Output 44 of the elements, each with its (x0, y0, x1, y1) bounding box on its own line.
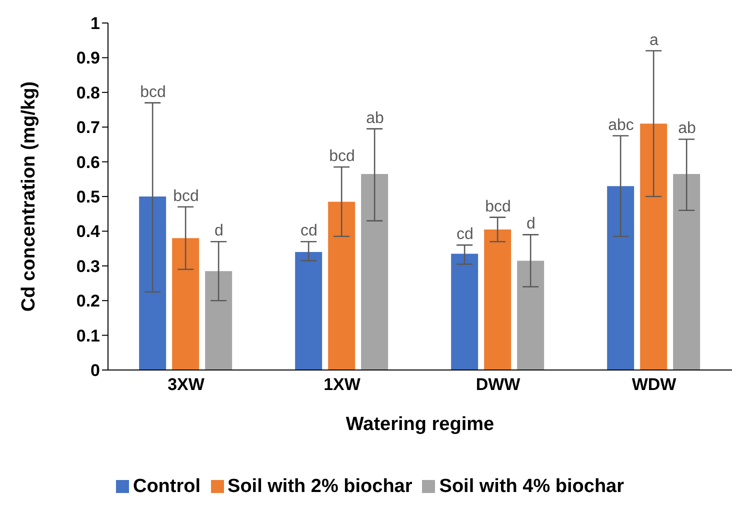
bar (607, 186, 634, 370)
legend-label: Soil with 4% biochar (439, 476, 624, 497)
y-tick-label: 0.5 (76, 188, 100, 207)
y-tick-label: 0.9 (76, 48, 100, 68)
x-tick-label: 3XW (168, 375, 206, 394)
bar (295, 252, 322, 370)
bar (451, 254, 478, 370)
annotation: abc (608, 116, 634, 134)
annotation: a (650, 32, 659, 49)
y-tick-label: 0.1 (76, 326, 100, 346)
bar (640, 124, 668, 370)
y-tick-label: 0.2 (76, 292, 100, 311)
legend-label: Soil with 2% biochar (228, 476, 412, 497)
bar (484, 229, 512, 370)
annotation: bcd (485, 198, 511, 216)
annotation: cd (300, 222, 318, 240)
y-tick-label: 1 (90, 14, 100, 34)
y-tick-label: 0 (90, 361, 100, 380)
annotation: d (214, 222, 224, 240)
bar (673, 174, 700, 370)
y-tick-label: 0.8 (76, 83, 100, 102)
bar (328, 202, 356, 370)
annotation: bcd (140, 84, 166, 101)
y-tick-label: 0.6 (76, 152, 100, 172)
legend-label: Control (132, 476, 201, 497)
bar (172, 238, 200, 370)
annotation: bcd (173, 188, 199, 205)
bar (517, 260, 544, 370)
y-axis-title: Cd concentration (mg/kg) (18, 81, 40, 312)
y-tick-label: 0.4 (76, 222, 101, 242)
annotation: cd (456, 226, 474, 244)
annotation: bcd (329, 148, 355, 166)
x-tick-label: 1XW (324, 375, 362, 394)
x-axis-title: Watering regime (346, 414, 494, 435)
bar (139, 196, 166, 370)
bar (205, 271, 232, 370)
annotation: ab (678, 120, 696, 138)
x-tick-label: WDW (632, 375, 678, 394)
y-tick-label: 0.3 (76, 256, 100, 276)
bar (361, 174, 388, 370)
annotation: d (526, 216, 536, 233)
annotation: ab (366, 110, 384, 127)
x-tick-label: DWW (476, 375, 522, 394)
y-tick-label: 0.7 (76, 118, 100, 138)
